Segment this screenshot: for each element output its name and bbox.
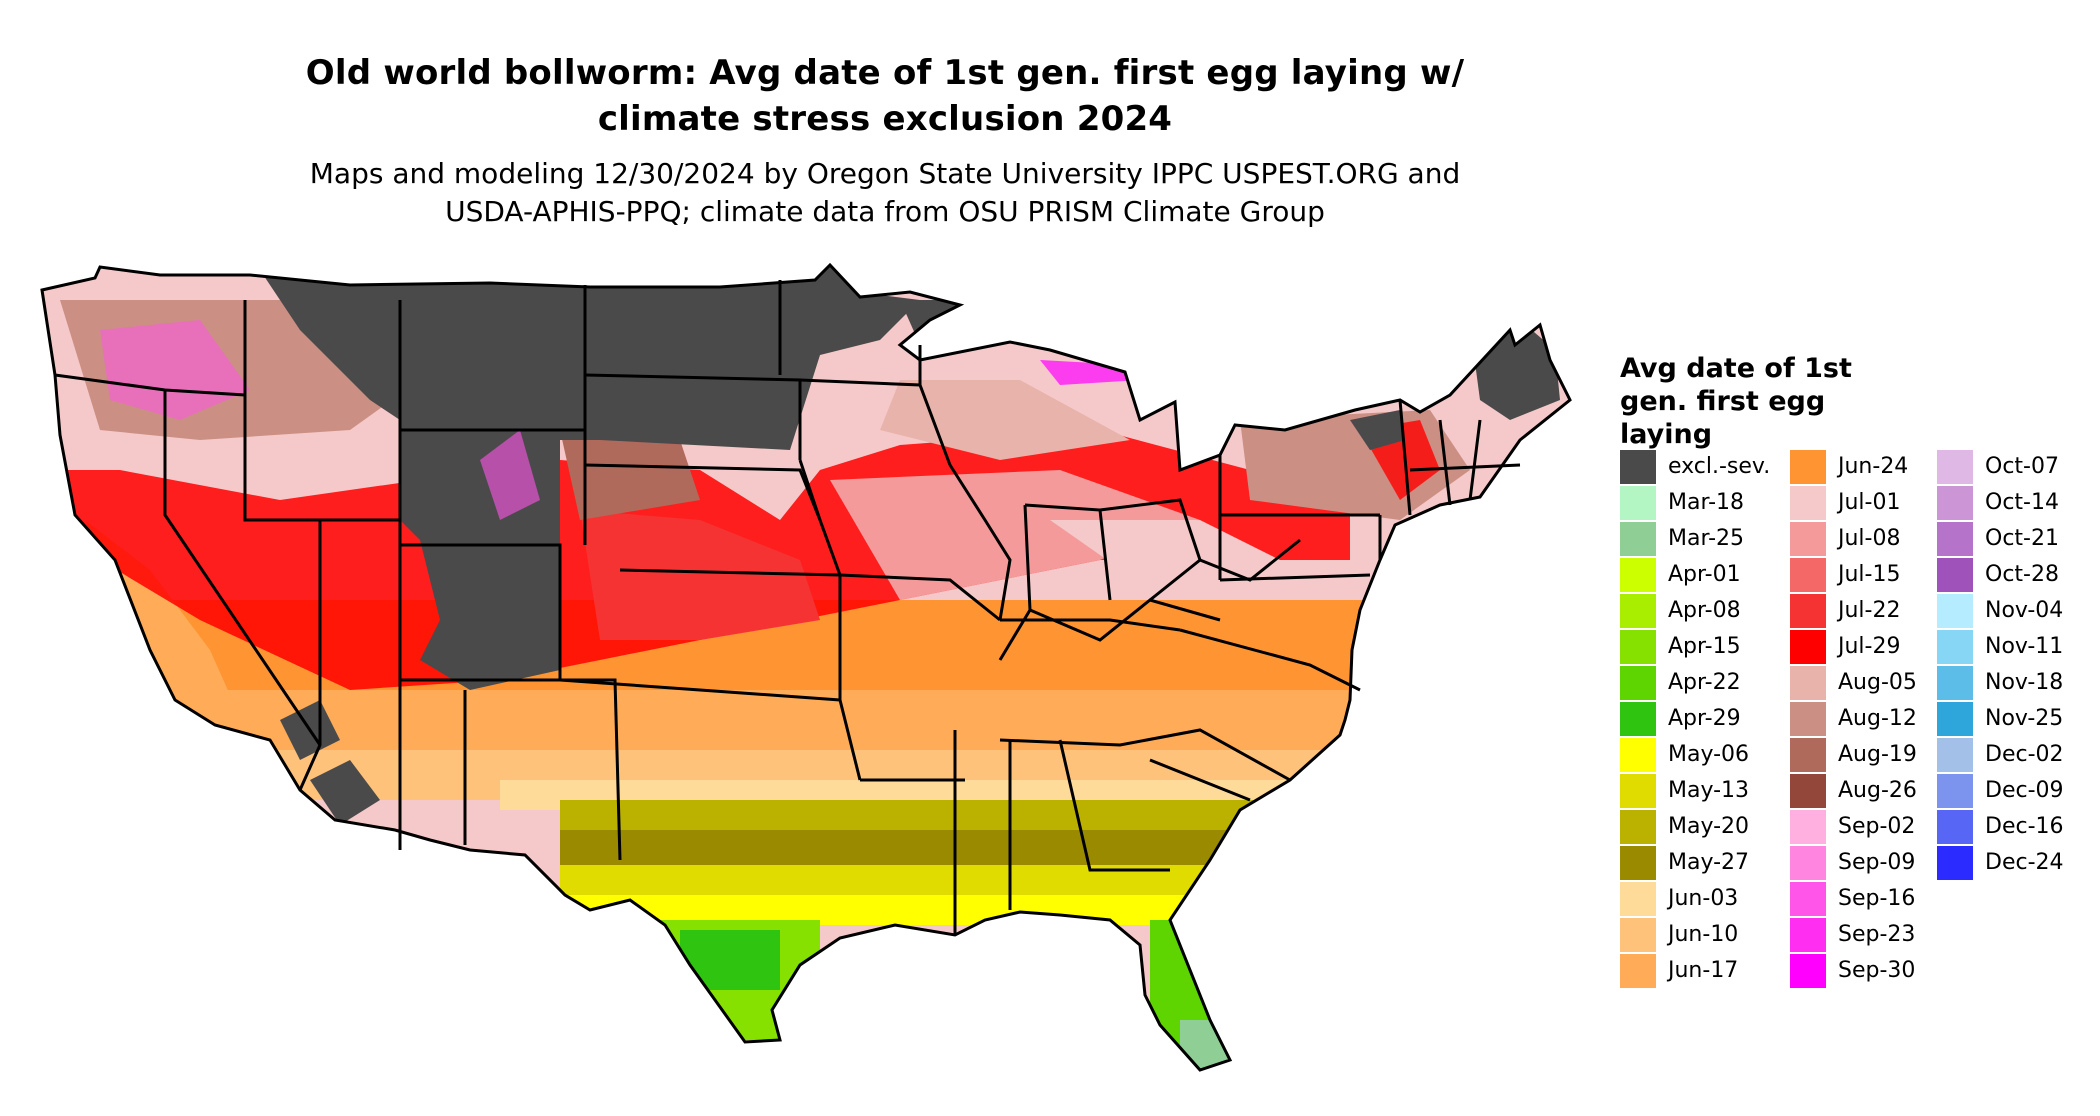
legend-title-line-2: gen. first egg <box>1620 386 1826 417</box>
page-subtitle: Maps and modeling 12/30/2024 by Oregon S… <box>0 155 1770 231</box>
legend-swatch <box>1620 738 1656 772</box>
legend-label: Sep-16 <box>1838 886 1916 911</box>
legend-label: Jun-24 <box>1838 454 1909 479</box>
legend-label: Sep-09 <box>1838 850 1916 875</box>
legend-swatch <box>1790 486 1826 520</box>
legend-swatch <box>1790 558 1826 592</box>
subtitle-line-1: Maps and modeling 12/30/2024 by Oregon S… <box>309 157 1461 190</box>
legend-label: Dec-24 <box>1985 850 2064 875</box>
legend-label: Oct-14 <box>1985 490 2059 515</box>
legend-swatch <box>1790 450 1826 484</box>
legend-title-line-1: Avg date of 1st <box>1620 353 1852 384</box>
legend-label: Oct-21 <box>1985 526 2059 551</box>
title-line-2: climate stress exclusion 2024 <box>597 99 1173 139</box>
legend-swatch <box>1937 486 1973 520</box>
legend-label: Nov-25 <box>1985 706 2064 731</box>
legend-label: Apr-01 <box>1668 562 1741 587</box>
legend-label: Oct-07 <box>1985 454 2059 479</box>
legend-label: Dec-02 <box>1985 742 2064 767</box>
legend-swatch <box>1790 738 1826 772</box>
legend-swatch <box>1620 630 1656 664</box>
legend-swatch <box>1937 450 1973 484</box>
legend-label: Apr-08 <box>1668 598 1741 623</box>
legend-swatch <box>1620 702 1656 736</box>
legend-swatch <box>1620 774 1656 808</box>
legend-swatch <box>1937 810 1973 844</box>
legend-swatch <box>1620 810 1656 844</box>
legend-label: Jun-03 <box>1668 886 1739 911</box>
legend-swatch <box>1937 522 1973 556</box>
legend-label: May-20 <box>1668 814 1750 839</box>
legend-label: Mar-25 <box>1668 526 1745 551</box>
legend-swatch <box>1620 558 1656 592</box>
legend-swatch <box>1937 666 1973 700</box>
legend-swatch <box>1620 846 1656 880</box>
legend-label: Aug-19 <box>1838 742 1917 767</box>
legend-label: May-06 <box>1668 742 1750 767</box>
title-line-1: Old world bollworm: Avg date of 1st gen.… <box>305 53 1465 93</box>
legend-swatch <box>1790 630 1826 664</box>
legend-label: Dec-09 <box>1985 778 2064 803</box>
legend-label: Jul-15 <box>1838 562 1901 587</box>
legend-label: Sep-30 <box>1838 958 1916 983</box>
legend-label: May-13 <box>1668 778 1750 803</box>
legend-label: Sep-23 <box>1838 922 1916 947</box>
legend-label: Jul-22 <box>1838 598 1901 623</box>
legend-swatch <box>1937 558 1973 592</box>
legend-swatch <box>1937 846 1973 880</box>
legend-swatch <box>1790 846 1826 880</box>
legend-label: Apr-22 <box>1668 670 1741 695</box>
legend-swatch <box>1620 450 1656 484</box>
legend-swatch <box>1790 666 1826 700</box>
legend-swatch <box>1620 882 1656 916</box>
legend-swatch <box>1937 594 1973 628</box>
page-title: Old world bollworm: Avg date of 1st gen.… <box>0 50 1770 142</box>
subtitle-line-2: USDA-APHIS-PPQ; climate data from OSU PR… <box>445 195 1325 228</box>
legend-swatch <box>1620 954 1656 988</box>
legend-swatch <box>1790 918 1826 952</box>
legend-swatch <box>1937 774 1973 808</box>
legend-label: Aug-12 <box>1838 706 1917 731</box>
legend-label: Nov-04 <box>1985 598 2064 623</box>
legend-swatch <box>1620 594 1656 628</box>
legend-label: Aug-26 <box>1838 778 1917 803</box>
legend-swatch <box>1620 666 1656 700</box>
legend-label: Mar-18 <box>1668 490 1745 515</box>
legend-swatch <box>1937 738 1973 772</box>
legend-label: Apr-15 <box>1668 634 1741 659</box>
legend-swatch <box>1620 486 1656 520</box>
legend-label: Jul-01 <box>1838 490 1901 515</box>
legend-swatch <box>1620 522 1656 556</box>
legend-label: Nov-11 <box>1985 634 2064 659</box>
legend-swatch <box>1937 630 1973 664</box>
legend-label: Aug-05 <box>1838 670 1917 695</box>
legend-swatch <box>1790 882 1826 916</box>
legend-label: Jul-29 <box>1838 634 1901 659</box>
legend-swatch <box>1937 702 1973 736</box>
legend-label: Jun-10 <box>1668 922 1739 947</box>
legend-label: Nov-18 <box>1985 670 2064 695</box>
legend-label: Jul-08 <box>1838 526 1901 551</box>
legend-label: Jun-17 <box>1668 958 1739 983</box>
legend-swatch <box>1790 954 1826 988</box>
legend-label: Dec-16 <box>1985 814 2064 839</box>
legend-swatch <box>1790 522 1826 556</box>
legend-label: excl.-sev. <box>1668 454 1771 479</box>
legend-label: Apr-29 <box>1668 706 1741 731</box>
legend-swatch <box>1790 810 1826 844</box>
legend-title-line-3: laying <box>1620 419 1713 450</box>
legend-label: May-27 <box>1668 850 1750 875</box>
legend-swatch <box>1790 774 1826 808</box>
legend-label: Sep-02 <box>1838 814 1916 839</box>
legend-swatch <box>1790 594 1826 628</box>
legend-title: Avg date of 1st gen. first egg laying <box>1620 352 1940 451</box>
legend-label: Oct-28 <box>1985 562 2059 587</box>
legend-swatch <box>1620 918 1656 952</box>
legend-swatch <box>1790 702 1826 736</box>
